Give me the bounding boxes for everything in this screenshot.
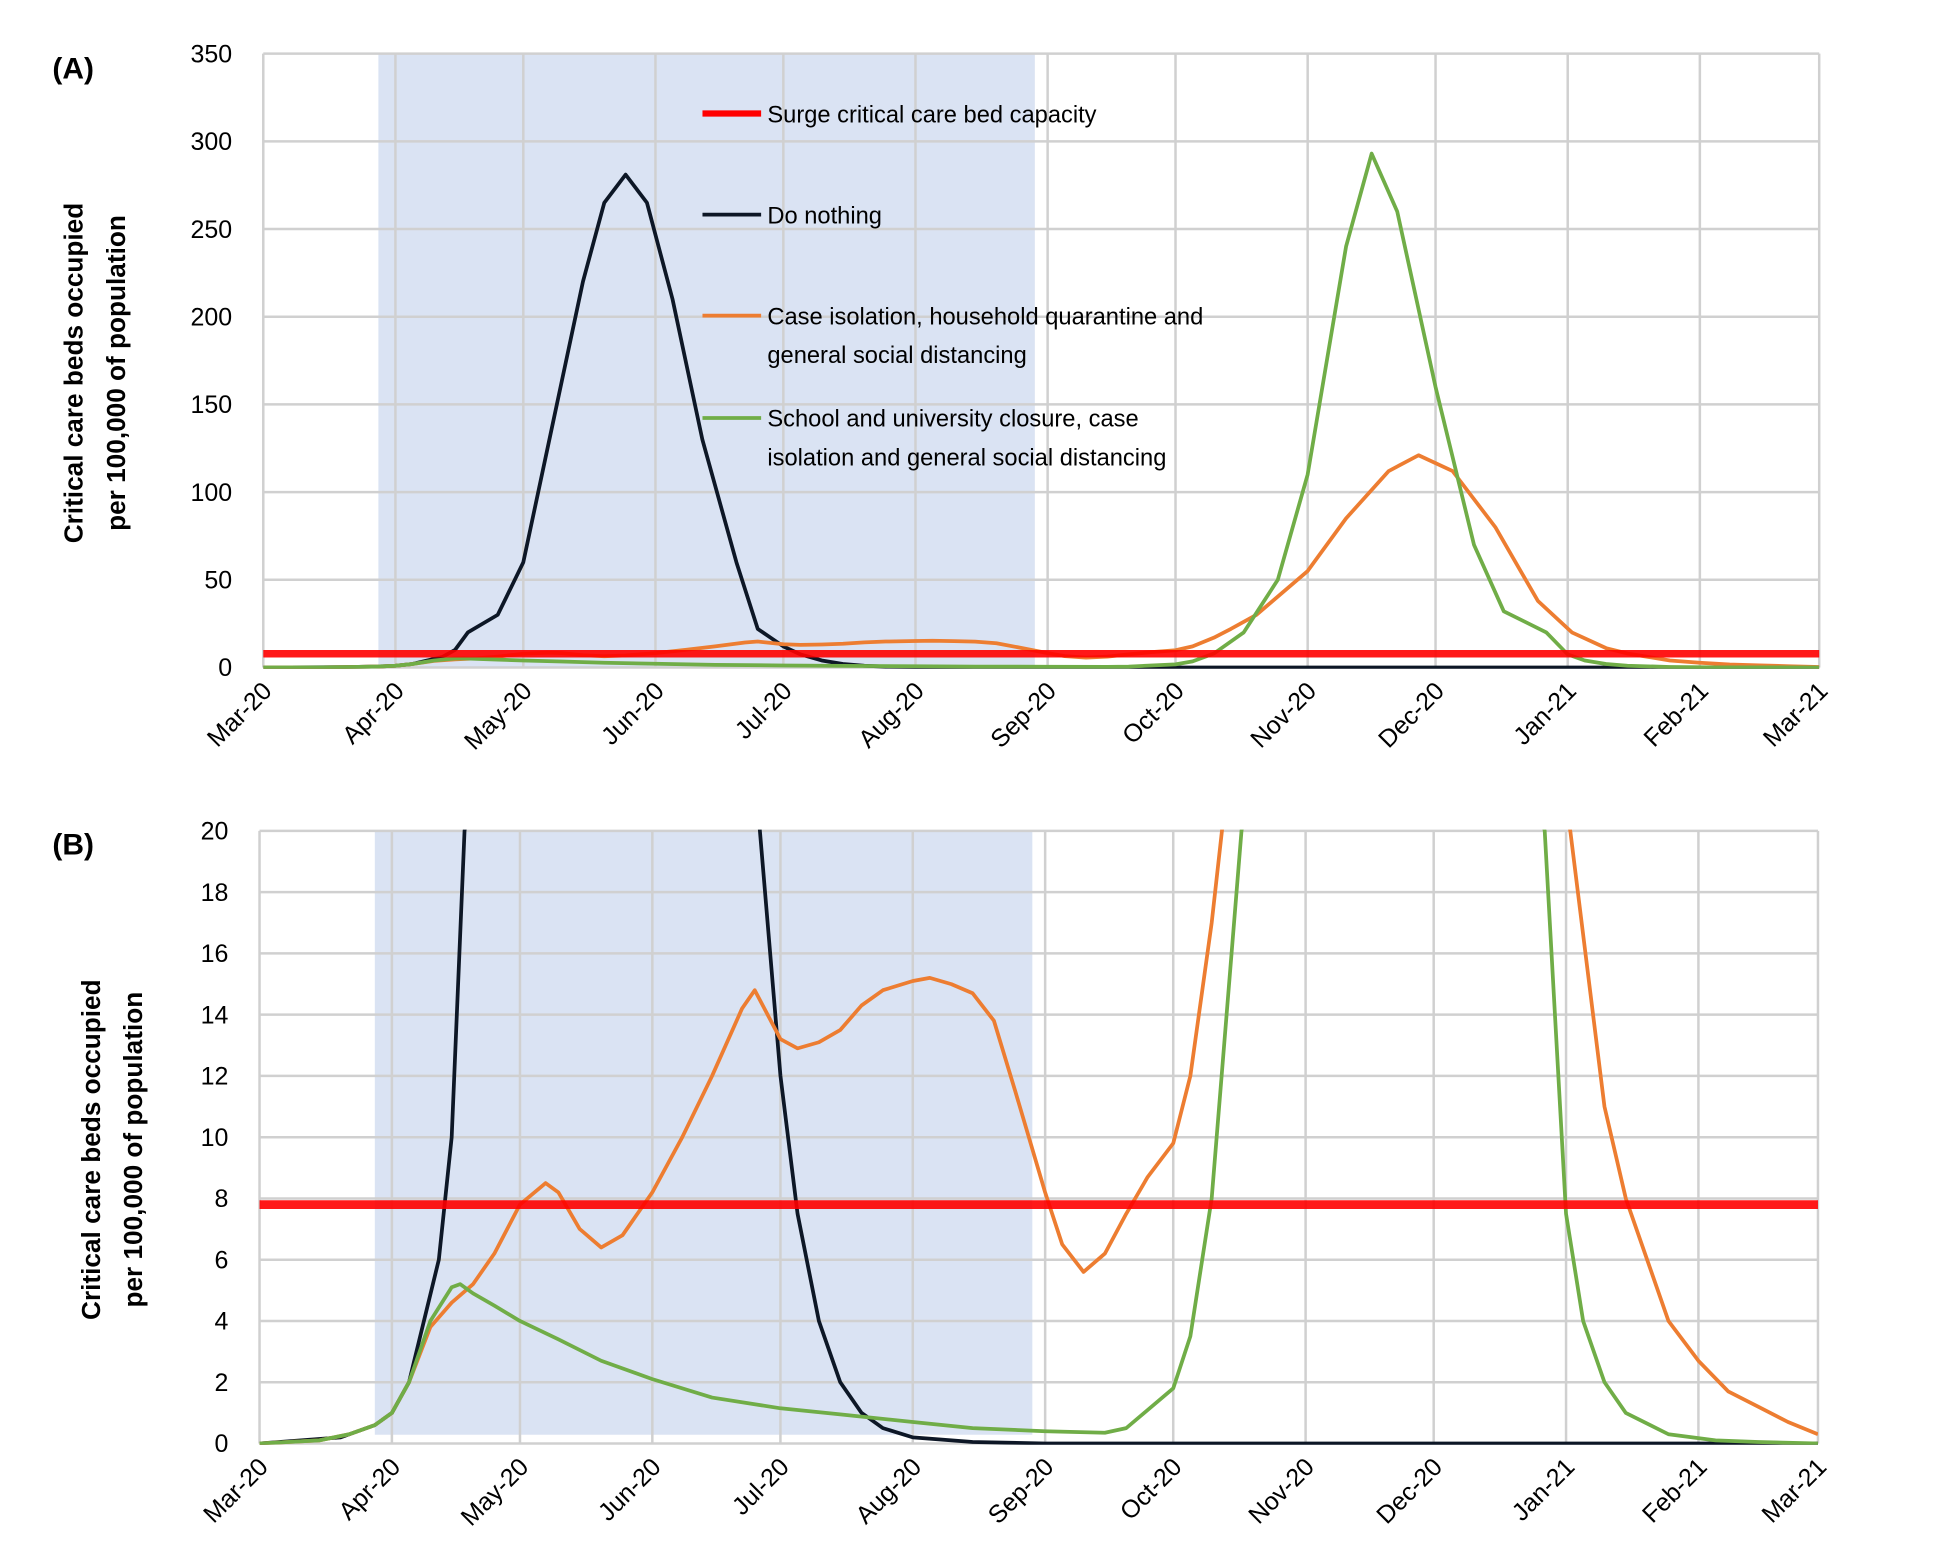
legend-label: School and university closure, case (767, 407, 1138, 433)
x-tick-label: Nov-20 (1243, 1453, 1320, 1530)
x-tick-label: Oct-20 (1115, 1453, 1188, 1526)
y-tick-label: 100 (190, 479, 232, 507)
y-axis-title: Critical care beds occupied (76, 979, 106, 1320)
y-axis-title: Critical care beds occupied (58, 203, 88, 544)
x-tick-label: Aug-20 (850, 1453, 927, 1530)
x-tick-label: Apr-20 (333, 1453, 406, 1526)
x-tick-label: Jan-21 (1507, 1453, 1581, 1527)
legend-label: Case isolation, household quarantine and (767, 304, 1203, 330)
x-tick-label: Jan-21 (1508, 677, 1582, 751)
legend-entry: Do nothing (702, 203, 882, 229)
y-tick-label: 18 (201, 879, 229, 907)
legend-label: isolation and general social distancing (767, 445, 1166, 471)
x-tick-label: Mar-20 (202, 677, 278, 753)
y-tick-label: 0 (214, 1430, 228, 1458)
panel-label: (B) (52, 829, 94, 862)
legend-entry: School and university closure, case isola… (702, 407, 1166, 471)
x-tick-label: Dec-20 (1371, 1453, 1448, 1530)
x-tick-label: Jul-20 (727, 1453, 795, 1521)
x-tick-label: Dec-20 (1373, 677, 1450, 754)
x-tick-label: May-20 (459, 677, 538, 756)
y-axis-title: per 100,000 of population (101, 215, 131, 531)
y-tick-label: 10 (201, 1124, 229, 1152)
shaded-period (378, 53, 1035, 668)
x-tick-label: Apr-20 (337, 677, 410, 750)
x-tick-label: Mar-21 (1757, 1453, 1833, 1529)
y-tick-label: 8 (214, 1185, 228, 1213)
x-tick-label: Nov-20 (1245, 677, 1322, 754)
x-tick-label: Feb-21 (1638, 677, 1714, 753)
y-tick-label: 350 (190, 40, 232, 68)
x-tick-label: Aug-20 (853, 677, 930, 754)
x-tick-label: Jun-20 (596, 677, 670, 751)
y-tick-label: 12 (201, 1063, 229, 1091)
x-tick-label: Sep-20 (983, 1453, 1060, 1530)
x-tick-label: Mar-20 (198, 1453, 274, 1529)
shaded-period (374, 830, 1033, 1435)
y-tick-label: 6 (214, 1246, 228, 1274)
legend-label: general social distancing (767, 343, 1026, 369)
y-tick-label: 250 (190, 216, 232, 244)
x-tick-label: Oct-20 (1117, 677, 1190, 750)
series-line-school-closure (259, 829, 1818, 1445)
y-tick-label: 14 (201, 1001, 229, 1029)
x-tick-label: Jun-20 (593, 1453, 667, 1527)
y-axis-title: per 100,000 of population (118, 992, 148, 1308)
x-tick-label: Feb-21 (1637, 1453, 1713, 1529)
y-tick-label: 150 (190, 391, 232, 419)
y-tick-label: 2 (214, 1369, 228, 1397)
x-tick-label: May-20 (456, 1453, 535, 1532)
y-tick-label: 0 (218, 654, 232, 682)
y-tick-label: 300 (190, 128, 232, 156)
legend-entry: Case isolation, household quarantine and… (702, 304, 1203, 369)
panel-a-chart: 0 50 100 150 200 250 300 350 Mar-20 Apr-20 May-20 J… (52, 40, 1833, 755)
x-tick-label: Sep-20 (985, 677, 1062, 754)
x-tick-label: Mar-21 (1758, 677, 1834, 753)
panel-label: (A) (52, 53, 94, 86)
y-tick-label: 200 (190, 303, 232, 331)
x-tick-label: Jul-20 (730, 677, 798, 745)
legend-label: Do nothing (767, 203, 882, 229)
y-tick-label: 16 (201, 940, 229, 968)
y-tick-label: 4 (214, 1308, 228, 1336)
legend-label: Surge critical care bed capacity (767, 102, 1096, 128)
legend-entry: Surge critical care bed capacity (702, 102, 1097, 128)
panel-b-chart: 0 2 4 6 8 10 12 14 16 18 20 Mar-20 Apr-20 May-20 Jun-2… (52, 818, 1833, 1532)
y-tick-label: 20 (201, 818, 229, 846)
y-tick-label: 50 (204, 567, 232, 595)
